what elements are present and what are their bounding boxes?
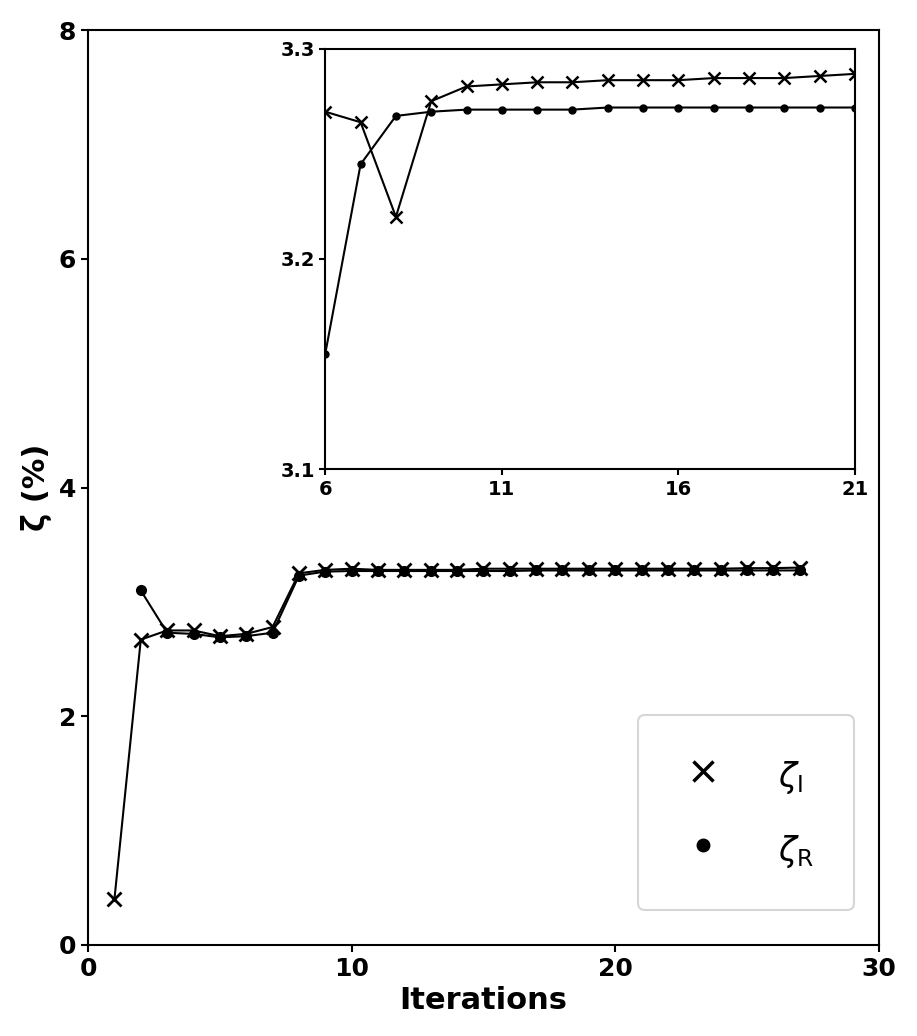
- X-axis label: Iterations: Iterations: [400, 986, 568, 1015]
- Legend: $\zeta_\mathsf{I}$, $\zeta_\mathsf{R}$: $\zeta_\mathsf{I}$, $\zeta_\mathsf{R}$: [638, 715, 854, 910]
- Y-axis label: ζ (%): ζ (%): [21, 443, 52, 531]
